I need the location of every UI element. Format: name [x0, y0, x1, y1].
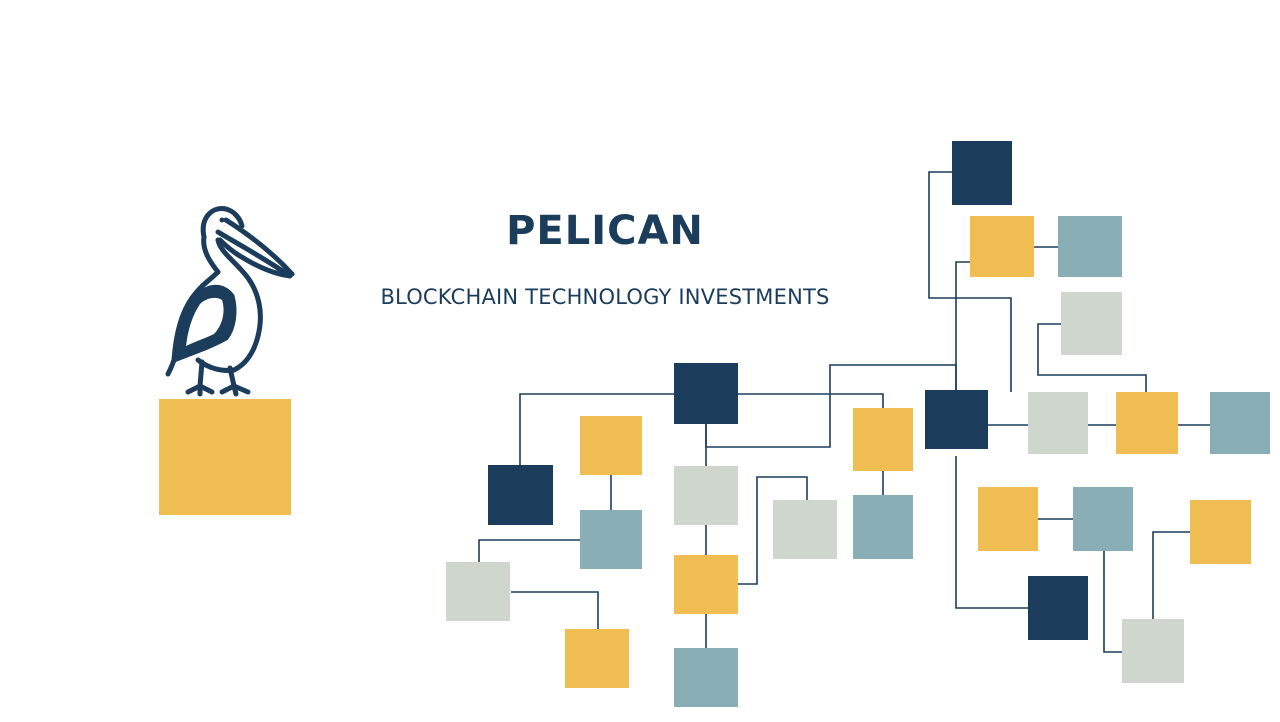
block-gold [580, 416, 642, 475]
logo-block [159, 399, 291, 515]
pelican-icon [165, 206, 295, 397]
block-gold [1116, 392, 1178, 454]
block-navy [488, 465, 553, 525]
block-slate [1210, 392, 1270, 454]
blocks [446, 141, 1270, 707]
block-gold [1190, 500, 1251, 564]
block-slate [1058, 216, 1122, 277]
block-gold [853, 408, 913, 471]
block-slate [580, 510, 642, 569]
block-gold [674, 555, 738, 614]
block-slate [674, 648, 738, 707]
tagline: BLOCKCHAIN TECHNOLOGY INVESTMENTS [380, 285, 830, 309]
block-sage [1061, 292, 1122, 355]
block-slate [853, 495, 913, 559]
block-gold [978, 487, 1038, 551]
block-gold [565, 629, 629, 688]
block-navy [952, 141, 1012, 205]
block-navy [1028, 576, 1088, 640]
block-slate [1073, 487, 1133, 551]
block-sage [773, 500, 837, 559]
block-gold [970, 216, 1034, 277]
page-title: PELICAN [506, 208, 704, 254]
block-navy [925, 390, 988, 449]
block-sage [674, 466, 738, 525]
block-sage [1122, 619, 1184, 683]
connector-lines [478, 171, 1210, 653]
block-navy [674, 363, 738, 424]
block-sage [1028, 392, 1088, 454]
block-sage [446, 562, 510, 621]
